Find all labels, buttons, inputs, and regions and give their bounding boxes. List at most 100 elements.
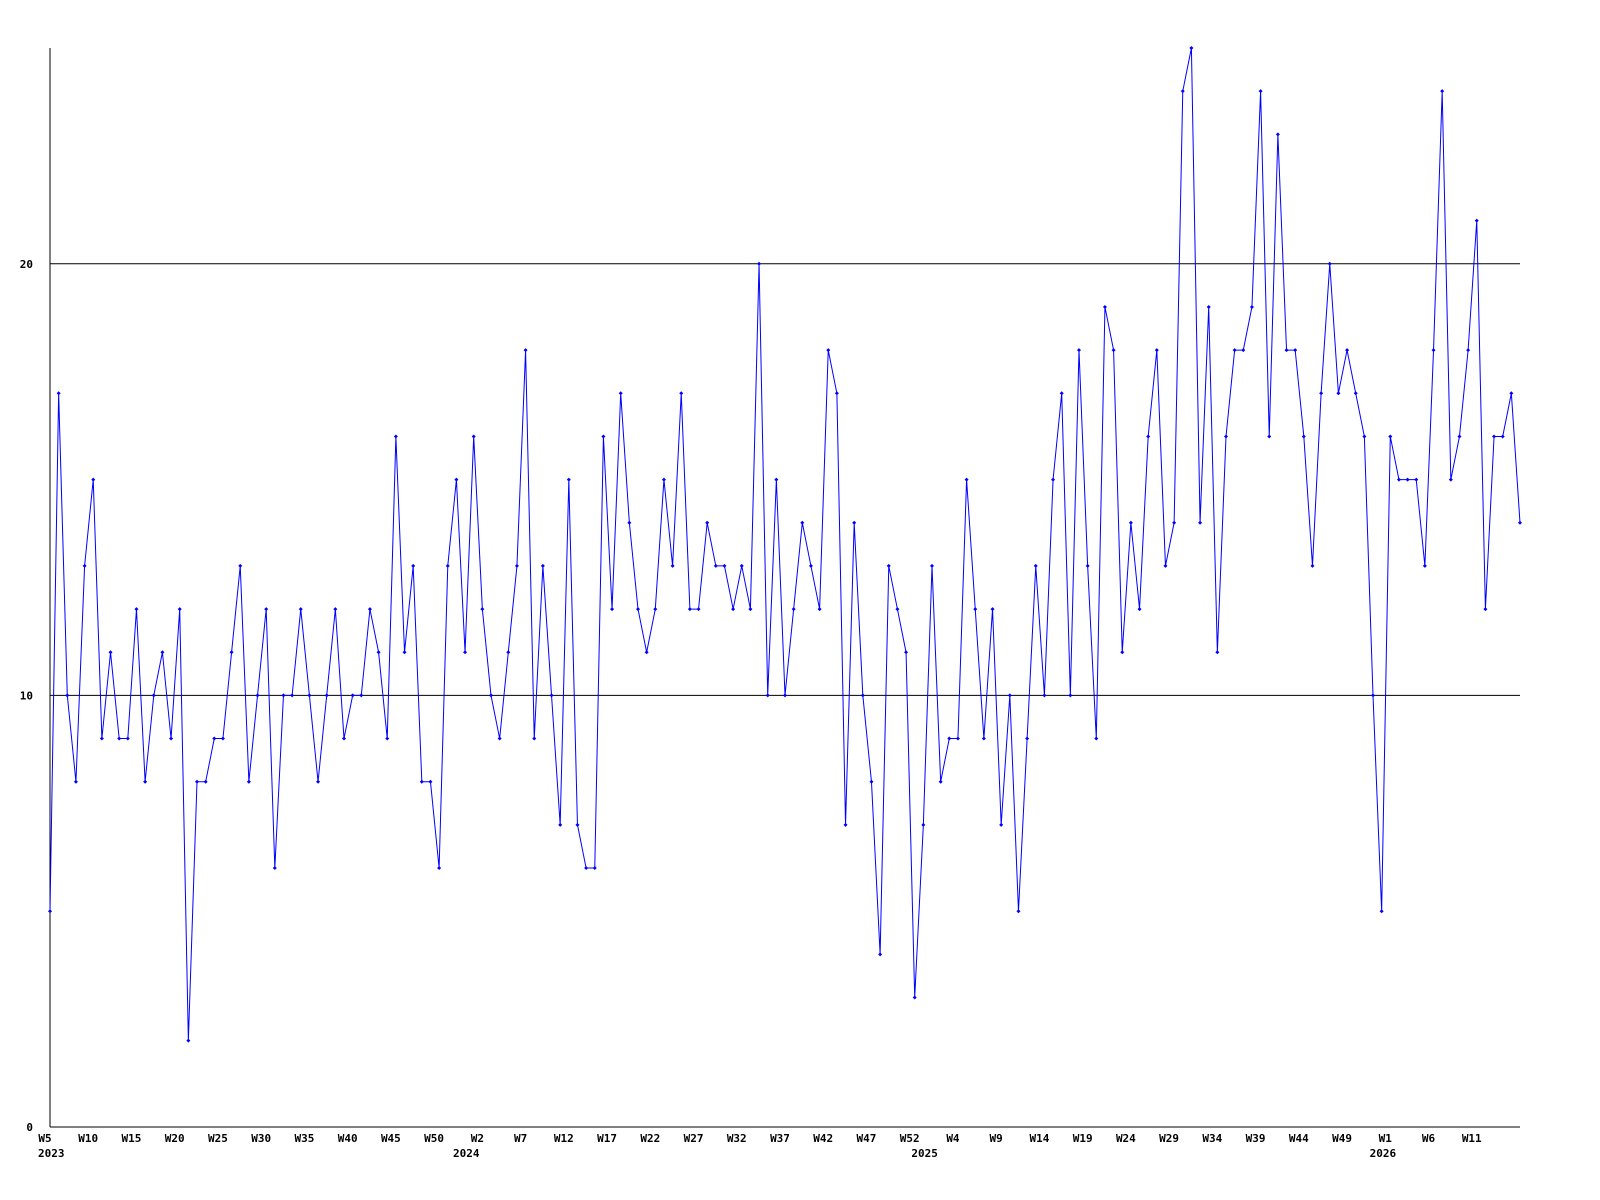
point <box>713 563 718 568</box>
point <box>791 607 796 612</box>
point <box>1180 89 1185 94</box>
point <box>636 607 640 612</box>
point <box>1518 520 1522 525</box>
point <box>1267 434 1272 439</box>
y-tick-label: 10 <box>20 689 33 702</box>
point <box>1241 348 1246 353</box>
point <box>203 779 208 784</box>
point <box>1042 693 1047 698</box>
point <box>324 693 329 698</box>
point <box>938 779 943 784</box>
x-year-label: 2024 <box>453 1147 480 1160</box>
point <box>1483 607 1488 612</box>
point <box>532 736 537 741</box>
point <box>1033 563 1038 568</box>
point <box>1128 520 1133 525</box>
point <box>1345 348 1350 353</box>
point <box>955 736 960 741</box>
point <box>739 563 744 568</box>
point <box>99 736 104 741</box>
point <box>843 822 848 827</box>
x-tick-label: W39 <box>1246 1132 1266 1145</box>
point <box>1457 434 1462 439</box>
point <box>1414 477 1419 482</box>
point <box>921 822 926 827</box>
point <box>1405 477 1410 482</box>
point <box>1051 477 1056 482</box>
x-tick-label: W9 <box>990 1132 1003 1145</box>
point <box>990 607 995 612</box>
point <box>1327 261 1332 266</box>
point <box>860 693 865 698</box>
point <box>48 909 52 914</box>
point <box>1189 46 1194 50</box>
x-tick-label: W47 <box>857 1132 877 1145</box>
point <box>731 607 736 612</box>
point <box>947 736 952 741</box>
point <box>471 434 476 439</box>
point <box>1371 693 1375 698</box>
point <box>1474 218 1479 223</box>
x-tick-label: W50 <box>424 1132 444 1145</box>
point <box>1198 520 1203 525</box>
point <box>1206 304 1211 309</box>
point <box>169 736 174 741</box>
point <box>1094 736 1099 741</box>
x-tick-label: W2 <box>471 1132 484 1145</box>
point <box>186 1038 191 1043</box>
point <box>904 650 909 655</box>
point <box>220 736 225 741</box>
point <box>1293 348 1298 353</box>
x-tick-label: W19 <box>1073 1132 1093 1145</box>
point <box>1396 477 1401 482</box>
point <box>765 693 770 698</box>
point <box>445 563 450 568</box>
point <box>1379 909 1384 914</box>
point <box>437 866 442 871</box>
series-line <box>49 47 1521 1041</box>
point <box>143 779 148 784</box>
point <box>1258 89 1263 94</box>
x-tick-label: W44 <box>1289 1132 1309 1145</box>
point <box>912 995 917 1000</box>
point <box>316 779 321 784</box>
point <box>627 520 632 525</box>
point <box>298 607 303 612</box>
point <box>1310 563 1315 568</box>
point <box>886 563 891 568</box>
point <box>108 650 113 655</box>
point <box>255 693 260 698</box>
point <box>1301 434 1306 439</box>
x-tick-label: W5 <box>38 1132 51 1145</box>
point <box>514 563 519 568</box>
point <box>1120 650 1125 655</box>
point <box>290 693 295 698</box>
point <box>1509 391 1514 396</box>
point <box>1440 89 1445 94</box>
point <box>817 607 822 612</box>
point <box>160 650 165 655</box>
x-tick-label: W25 <box>208 1132 228 1145</box>
point <box>1146 434 1151 439</box>
point <box>489 693 493 698</box>
point <box>566 477 571 482</box>
point <box>65 693 70 698</box>
point <box>359 693 364 698</box>
point <box>808 563 813 568</box>
x-tick-label: W40 <box>338 1132 358 1145</box>
x-tick-label: W7 <box>514 1132 527 1145</box>
point <box>834 391 839 396</box>
point <box>506 650 511 655</box>
point <box>610 607 615 612</box>
point <box>549 693 554 698</box>
x-tick-label: W15 <box>122 1132 142 1145</box>
point <box>1102 304 1107 309</box>
x-tick-label: W49 <box>1332 1132 1352 1145</box>
point <box>393 434 398 439</box>
y-tick-label: 20 <box>20 258 33 271</box>
x-tick-label: W4 <box>946 1132 960 1145</box>
point <box>679 391 684 396</box>
point <box>1068 693 1073 698</box>
point <box>480 607 485 612</box>
